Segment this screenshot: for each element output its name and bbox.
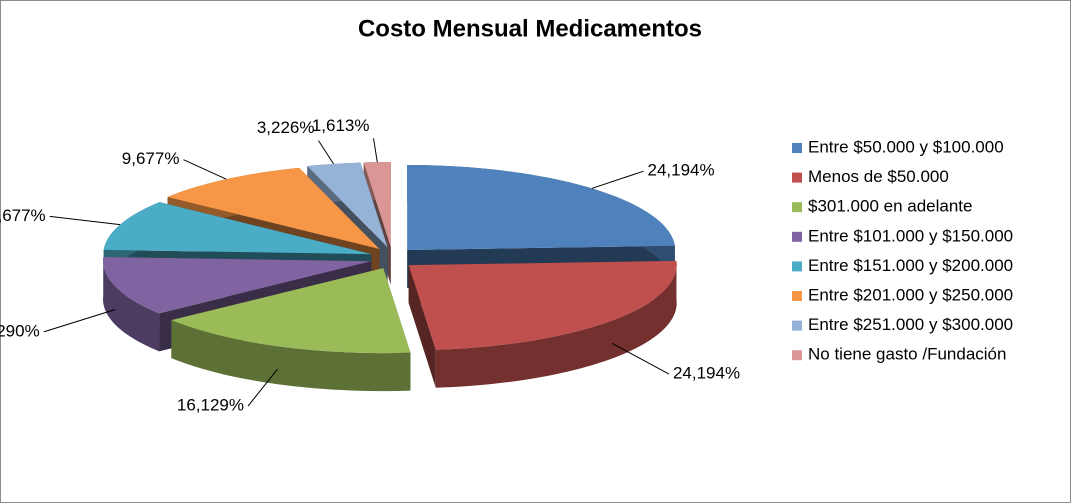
data-label: 1,613% — [312, 116, 370, 135]
slice-side — [408, 265, 436, 388]
slice — [171, 268, 411, 392]
leader-line — [247, 368, 279, 407]
slice-top — [171, 268, 411, 354]
data-label: 9,677% — [0, 206, 46, 225]
legend-swatch — [792, 172, 802, 183]
slice-wall — [435, 260, 677, 388]
leader-line — [611, 342, 670, 375]
legend-swatch — [792, 143, 802, 153]
slice-top — [307, 162, 388, 248]
legend-label: Entre $151.000 y $200.000 — [808, 256, 1013, 275]
legend-swatch — [792, 320, 802, 331]
data-label: 24,194% — [673, 364, 740, 383]
leader-line — [318, 140, 335, 165]
legend-swatch — [792, 202, 802, 213]
data-label: 11,290% — [0, 321, 40, 340]
slice-top — [363, 162, 391, 248]
legend-swatch — [792, 261, 802, 272]
leader-line — [49, 215, 121, 226]
leader-line — [591, 170, 644, 189]
data-label: 16,129% — [177, 396, 244, 415]
legend-swatch — [792, 350, 802, 361]
slice — [408, 260, 677, 388]
leader-line — [43, 309, 116, 333]
data-label: 9,677% — [122, 149, 180, 168]
chart-title: Costo Mensual Medicamentos — [358, 15, 702, 42]
leader-line — [373, 138, 378, 163]
data-label: 24,194% — [648, 161, 715, 180]
legend-label: $301.000 en adelante — [808, 197, 973, 216]
legend-label: No tiene gasto /Fundación — [808, 345, 1006, 364]
legend-label: Entre $101.000 y $150.000 — [808, 226, 1013, 245]
legend-label: Entre $201.000 y $250.000 — [808, 285, 1013, 304]
slice-top — [103, 202, 372, 255]
slice-wall — [103, 256, 160, 352]
legend-swatch — [792, 291, 802, 301]
data-label: 3,226% — [257, 118, 315, 137]
legend-label: Entre $50.000 y $100.000 — [808, 137, 1004, 156]
legend-label: Menos de $50.000 — [808, 167, 949, 186]
slice-wall — [171, 320, 411, 392]
slice-top — [407, 165, 675, 251]
legend-swatch — [792, 231, 802, 242]
legend-label: Entre $251.000 y $300.000 — [808, 315, 1013, 334]
slice-top — [103, 256, 372, 314]
slice-top — [167, 167, 380, 249]
slice-top — [408, 260, 677, 350]
leader-line — [183, 159, 227, 180]
